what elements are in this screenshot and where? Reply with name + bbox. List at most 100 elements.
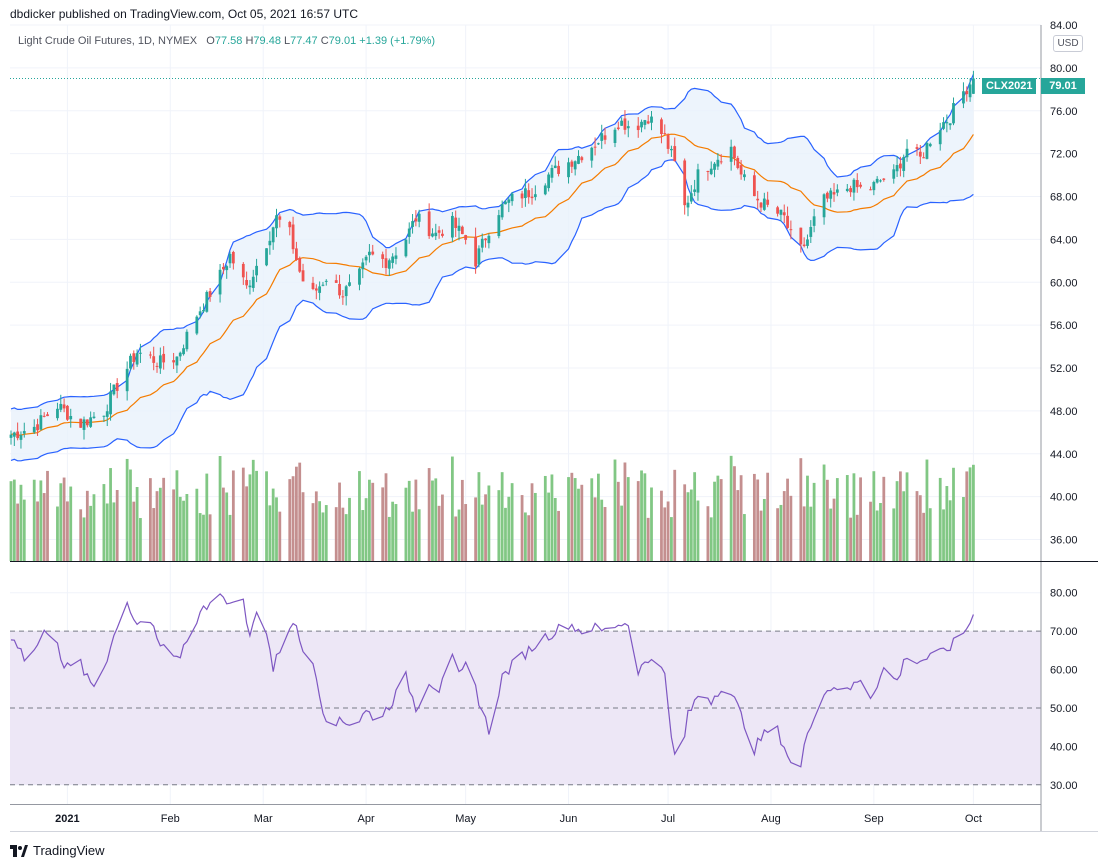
candle-body bbox=[155, 365, 159, 367]
legend-low-value: 77.47 bbox=[290, 35, 318, 47]
candle-body bbox=[696, 169, 700, 193]
volume-bar bbox=[899, 471, 902, 561]
volume-bar bbox=[155, 491, 159, 561]
candle-body bbox=[895, 165, 899, 172]
candle-body bbox=[762, 198, 766, 210]
volume-bar bbox=[19, 484, 23, 561]
candle-body bbox=[530, 196, 534, 199]
volume-bar bbox=[431, 480, 434, 561]
volume-bar bbox=[457, 509, 461, 561]
volume-bar bbox=[626, 477, 630, 561]
candle-body bbox=[431, 233, 434, 237]
candle-body bbox=[42, 415, 46, 417]
volume-bar bbox=[918, 495, 922, 561]
candle-body bbox=[487, 235, 491, 244]
volume-bar bbox=[172, 489, 176, 561]
candle-body bbox=[248, 285, 252, 288]
volume-bar bbox=[132, 501, 136, 561]
volume-bar bbox=[600, 499, 604, 561]
candle-body bbox=[626, 126, 630, 129]
candle-body bbox=[22, 431, 26, 434]
volume-bar bbox=[46, 470, 49, 561]
volume-bar bbox=[736, 490, 740, 561]
volume-bar bbox=[882, 476, 886, 561]
candle-body bbox=[852, 179, 856, 193]
candle-body bbox=[593, 146, 597, 148]
price-tick-label: 56.00 bbox=[1050, 320, 1078, 332]
candle-body bbox=[79, 418, 83, 428]
volume-bar bbox=[789, 495, 793, 561]
candle-body bbox=[404, 239, 408, 257]
candle-body bbox=[892, 169, 896, 179]
volume-bar bbox=[394, 504, 398, 561]
candle-body bbox=[776, 207, 780, 214]
volume-bar bbox=[387, 516, 391, 561]
candle-body bbox=[875, 178, 879, 183]
volume-bar bbox=[623, 462, 627, 561]
candle-body bbox=[132, 353, 136, 362]
candle-body bbox=[928, 143, 932, 147]
publisher-credit: dbdicker published on TradingView.com, O… bbox=[10, 7, 358, 21]
candle-body bbox=[849, 188, 853, 193]
candle-body bbox=[407, 228, 411, 237]
volume-bar bbox=[802, 506, 806, 561]
legend-high-value: 79.48 bbox=[253, 35, 281, 47]
candle-body bbox=[510, 193, 514, 202]
volume-bar bbox=[338, 482, 341, 561]
candle-body bbox=[636, 125, 640, 131]
candle-body bbox=[942, 122, 945, 129]
volume-bar bbox=[942, 509, 945, 561]
volume-bar bbox=[497, 490, 501, 561]
candle-body bbox=[338, 283, 341, 296]
volume-bar bbox=[573, 478, 577, 561]
volume-bar bbox=[567, 477, 570, 561]
candle-body bbox=[736, 157, 740, 168]
volume-bar bbox=[835, 478, 839, 561]
volume-bar bbox=[255, 470, 258, 561]
volume-bar bbox=[178, 496, 182, 561]
volume-bar bbox=[92, 494, 96, 561]
volume-bar bbox=[693, 472, 697, 561]
volume-bar bbox=[245, 486, 249, 561]
candle-body bbox=[616, 127, 620, 129]
volume-bar bbox=[66, 501, 69, 561]
volume-bar bbox=[89, 505, 93, 561]
candle-body bbox=[245, 279, 249, 286]
candle-body bbox=[314, 288, 318, 291]
volume-bar bbox=[112, 502, 116, 561]
candle-body bbox=[265, 248, 268, 266]
volume-bar bbox=[139, 518, 142, 561]
volume-bar bbox=[125, 458, 129, 561]
volume-bar bbox=[265, 471, 268, 561]
candle-body bbox=[922, 157, 926, 159]
candle-body bbox=[441, 233, 444, 236]
time-tick-label: Mar bbox=[254, 813, 273, 825]
price-tick-label: 80.00 bbox=[1050, 63, 1078, 75]
volume-bar bbox=[580, 484, 584, 561]
brand: TradingView bbox=[10, 843, 105, 858]
legend-low-label: L bbox=[284, 35, 291, 47]
candle-body bbox=[918, 151, 922, 157]
candle-body bbox=[832, 192, 836, 195]
candle-body bbox=[208, 291, 212, 297]
volume-bar bbox=[557, 510, 560, 561]
bollinger-bands bbox=[10, 74, 974, 462]
candle-body bbox=[600, 133, 604, 141]
candle-body bbox=[925, 142, 929, 159]
volume-bar bbox=[972, 464, 975, 561]
brand-name: TradingView bbox=[33, 843, 105, 858]
candle-body bbox=[228, 253, 232, 264]
volume-bar bbox=[759, 510, 763, 561]
candle-body bbox=[504, 201, 507, 205]
currency-button[interactable]: USD bbox=[1053, 35, 1083, 52]
volume-bar bbox=[62, 477, 66, 561]
candle-body bbox=[673, 146, 677, 162]
candle-body bbox=[533, 194, 537, 198]
bollinger-fill bbox=[11, 74, 974, 461]
volume-bar bbox=[321, 512, 325, 561]
volume-bar bbox=[364, 498, 368, 561]
volume-bar bbox=[384, 473, 388, 561]
volume-bar bbox=[225, 492, 229, 561]
candle-body bbox=[291, 224, 295, 250]
